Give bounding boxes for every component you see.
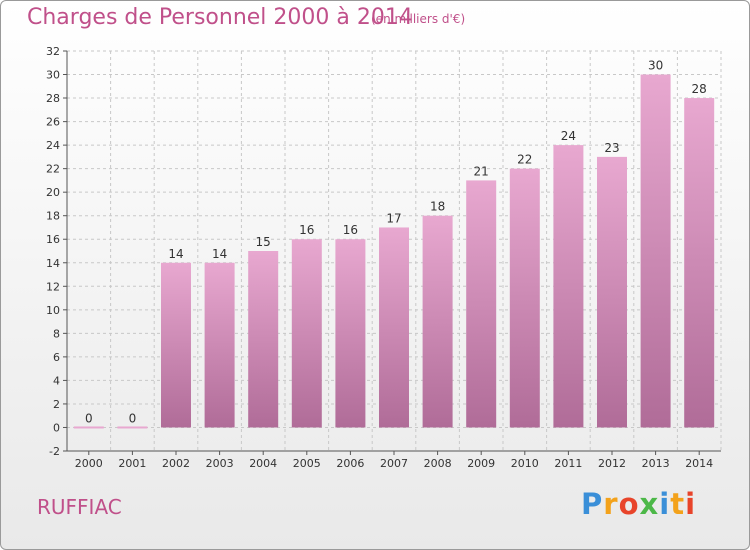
logo-letter: i [685, 487, 697, 521]
bar [204, 262, 235, 428]
y-tick-label: 28 [46, 92, 60, 105]
x-tick-label: 2001 [118, 457, 146, 470]
x-tick-label: 2012 [598, 457, 626, 470]
x-tick-label: 2011 [554, 457, 582, 470]
data-label: 15 [256, 235, 271, 249]
chart-title: Charges de Personnel 2000 à 2014 [27, 5, 413, 30]
bar [291, 239, 322, 428]
data-label: 16 [343, 223, 358, 237]
data-label: 30 [648, 59, 663, 73]
data-label: 0 [85, 411, 93, 425]
y-tick-label: 26 [46, 116, 60, 129]
bar [553, 145, 584, 428]
x-tick-labels: 2000 2001 2002 2003 2004 2005 2006 2007 2008 2009… [75, 457, 713, 470]
x-tick-label: 2004 [249, 457, 277, 470]
x-tick-label: 2005 [293, 457, 321, 470]
y-tick-label: 32 [46, 45, 60, 58]
y-tick-label: 18 [46, 210, 60, 223]
y-tick-label: 8 [53, 327, 60, 340]
data-label: 17 [386, 211, 401, 225]
logo-letter: i [659, 487, 671, 521]
x-tick-label: 2014 [685, 457, 713, 470]
x-tick-label: 2007 [380, 457, 408, 470]
x-tick-label: 2013 [642, 457, 670, 470]
x-tick-label: 2006 [336, 457, 364, 470]
bar [422, 215, 453, 428]
data-label: 28 [692, 82, 707, 96]
bar [161, 262, 191, 428]
commune-name: RUFFIAC [37, 495, 122, 519]
data-label: 0 [129, 411, 137, 425]
y-tick-label: 6 [53, 351, 60, 364]
logo-letter: x [639, 487, 660, 521]
data-label: 16 [299, 223, 314, 237]
y-tick-label: 12 [46, 280, 60, 293]
chart-subtitle: (en milliers d'€) [371, 12, 466, 26]
y-tick-label: 24 [46, 139, 60, 152]
data-labels: 0 0 14 14 15 16 16 17 18 21 22 24 23 30 28 [85, 59, 707, 426]
axes [63, 50, 721, 455]
bar [509, 168, 540, 428]
x-tick-label: 2003 [206, 457, 234, 470]
bar [335, 239, 366, 428]
logo-letter: t [670, 487, 686, 521]
data-label: 18 [430, 200, 445, 214]
x-tick-label: 2009 [467, 457, 495, 470]
y-tick-label: 30 [46, 69, 60, 82]
y-tick-label: 22 [46, 163, 60, 176]
bar [684, 98, 715, 428]
y-tick-label: 20 [46, 186, 60, 199]
data-label: 14 [212, 247, 227, 261]
data-label: 22 [517, 153, 532, 167]
bar [466, 180, 497, 428]
data-label: 14 [168, 247, 183, 261]
bar [597, 156, 627, 428]
bar [640, 74, 671, 428]
x-tick-label: 2002 [162, 457, 190, 470]
y-tick-label: -2 [49, 445, 60, 458]
bar [117, 426, 148, 429]
y-tick-label: 16 [46, 233, 60, 246]
proxiti-logo: Proxiti [581, 487, 696, 521]
y-tick-label: 14 [46, 257, 60, 270]
data-label: 21 [474, 164, 489, 178]
bar [73, 426, 104, 429]
x-tick-label: 2000 [75, 457, 103, 470]
y-tick-label: 10 [46, 304, 60, 317]
y-tick-label: 2 [53, 398, 60, 411]
bar [248, 251, 279, 428]
bar [379, 227, 409, 428]
logo-letter: o [618, 487, 640, 521]
y-tick-label: 4 [53, 374, 60, 387]
logo-letter: P [581, 487, 604, 521]
x-tick-label: 2010 [511, 457, 539, 470]
y-tick-label: 0 [53, 421, 60, 434]
logo-letter: r [603, 487, 619, 521]
bars [73, 74, 715, 429]
x-tick-label: 2008 [424, 457, 452, 470]
data-label: 24 [561, 129, 576, 143]
data-label: 23 [604, 141, 619, 155]
